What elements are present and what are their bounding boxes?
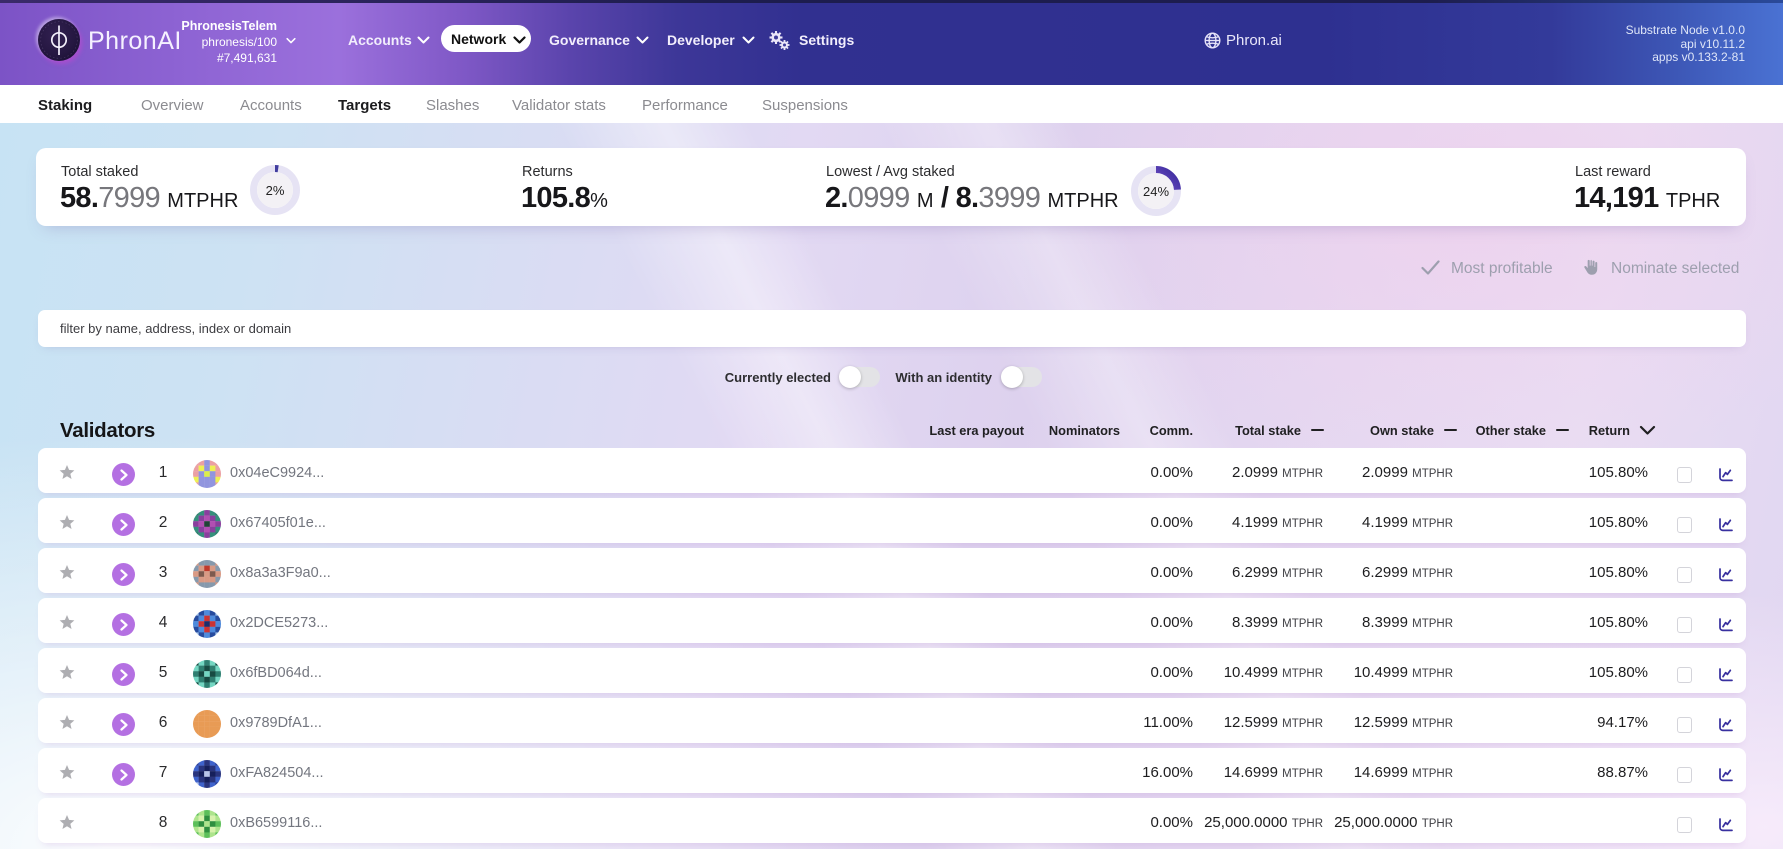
svg-text:2%: 2% — [266, 183, 285, 198]
svg-text:24%: 24% — [1143, 184, 1169, 199]
